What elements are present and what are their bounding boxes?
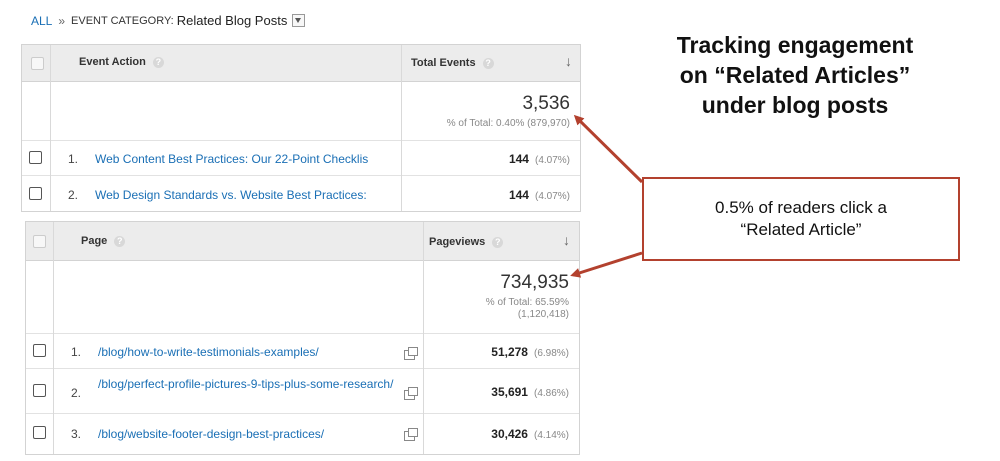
total-pageviews-count: (1,120,418) [517, 309, 569, 320]
total-pageviews-percent: % of Total: 65.59% [485, 297, 569, 308]
event-action-column-header[interactable]: Event Action ? [79, 56, 164, 68]
arrow-down-icon[interactable]: ↓ [563, 232, 570, 248]
select-all-checkbox[interactable] [31, 57, 44, 70]
breadcrumb-category-label: EVENT CATEGORY: [71, 14, 174, 27]
select-all-checkbox[interactable] [33, 235, 46, 248]
table-row: 1. Web Content Best Practices: Our 22-Po… [22, 141, 580, 176]
pageviews-percent: (6.98%) [533, 348, 569, 359]
breadcrumb-category-value: Related Blog Posts [176, 13, 288, 28]
table-row: 1. /blog/how-to-write-testimonials-examp… [26, 334, 579, 369]
row-number: 2. [68, 188, 79, 202]
table-row: 2. /blog/perfect-profile-pictures-9-tips… [26, 369, 579, 414]
row-checkbox[interactable] [33, 384, 46, 397]
row-number: 1. [71, 345, 82, 359]
slide-title-line: Tracking engagement [676, 32, 914, 58]
callout-box: 0.5% of readers click a “Related Article… [642, 177, 960, 261]
slide-title-line: under blog posts [701, 92, 889, 118]
row-checkbox[interactable] [33, 344, 46, 357]
help-circle-icon[interactable]: ? [492, 236, 504, 248]
chevron-down-icon[interactable] [292, 14, 306, 27]
arrow-to-total-pageviews [570, 251, 643, 278]
totals-row: 734,935 % of Total: 65.59% (1,120,418) [26, 261, 579, 334]
page-link[interactable]: /blog/website-footer-design-best-practic… [98, 427, 325, 441]
event-action-link[interactable]: Web Design Standards vs. Website Best Pr… [95, 188, 367, 202]
column-divider [423, 222, 424, 454]
callout-line: 0.5% of readers click a [715, 198, 887, 217]
open-in-new-icon[interactable] [404, 347, 418, 360]
row-checkbox[interactable] [29, 151, 42, 164]
column-header-label: Pageviews [429, 236, 486, 248]
page-link[interactable]: /blog/perfect-profile-pictures-9-tips-pl… [98, 377, 394, 391]
slide-title: Tracking engagement on “Related Articles… [630, 30, 960, 120]
breadcrumb-separator: » [58, 13, 66, 28]
breadcrumb: ALL » EVENT CATEGORY: Related Blog Posts [31, 13, 306, 28]
open-in-new-icon[interactable] [404, 387, 418, 400]
pageviews-column-header[interactable]: Pageviews ? [429, 236, 504, 248]
event-action-link[interactable]: Web Content Best Practices: Our 22-Point… [95, 152, 369, 166]
totals-row: 3,536 % of Total: 0.40% (879,970) [22, 82, 580, 141]
total-events-value: 3,536 [522, 93, 570, 114]
row-checkbox[interactable] [29, 187, 42, 200]
pageviews-count: 30,426 (4.14%) [491, 427, 569, 441]
table-header-row: Event Action ? Total Events ? ↓ [22, 45, 580, 82]
event-count-percent: (4.07%) [534, 191, 570, 202]
total-events-column-header[interactable]: Total Events ? [411, 57, 494, 69]
column-divider [53, 222, 54, 454]
table-row: 3. /blog/website-footer-design-best-prac… [26, 414, 579, 453]
total-events-percent: % of Total: 0.40% (879,970) [446, 118, 570, 129]
pageviews-value: 51,278 [491, 345, 528, 359]
pageviews-count: 35,691 (4.86%) [491, 385, 569, 399]
pageviews-table: Page ? Pageviews ? ↓ 734,935 % of Total:… [25, 221, 580, 455]
column-divider [50, 45, 51, 211]
table-header-row: Page ? Pageviews ? ↓ [26, 222, 579, 261]
event-count-percent: (4.07%) [534, 155, 570, 166]
arrow-down-icon[interactable]: ↓ [565, 53, 572, 69]
column-header-label: Total Events [411, 57, 476, 69]
help-circle-icon[interactable]: ? [152, 56, 164, 68]
table-row: 2. Web Design Standards vs. Website Best… [22, 176, 580, 210]
breadcrumb-all-link[interactable]: ALL [31, 13, 53, 28]
row-number: 1. [68, 152, 79, 166]
event-count: 144 (4.07%) [509, 152, 570, 166]
event-count: 144 (4.07%) [509, 188, 570, 202]
slide-title-line: on “Related Articles” [679, 62, 911, 88]
row-number: 2. [71, 386, 82, 400]
pageviews-percent: (4.86%) [533, 388, 569, 399]
total-pageviews-value: 734,935 [500, 272, 569, 293]
pageviews-count: 51,278 (6.98%) [491, 345, 569, 359]
callout-line: “Related Article” [740, 220, 862, 239]
pageviews-value: 35,691 [491, 385, 528, 399]
event-action-table: Event Action ? Total Events ? ↓ 3,536 % … [21, 44, 581, 212]
event-count-value: 144 [508, 188, 529, 202]
row-number: 3. [71, 427, 82, 441]
row-checkbox[interactable] [33, 426, 46, 439]
pageviews-value: 30,426 [491, 427, 528, 441]
help-circle-icon[interactable]: ? [482, 57, 494, 69]
open-in-new-icon[interactable] [404, 428, 418, 441]
page-link[interactable]: /blog/how-to-write-testimonials-examples… [98, 345, 319, 359]
column-header-label: Page [81, 235, 108, 247]
arrow-to-total-events [573, 114, 644, 184]
page-column-header[interactable]: Page ? [81, 235, 126, 247]
event-count-value: 144 [508, 152, 529, 166]
help-circle-icon[interactable]: ? [114, 235, 126, 247]
column-header-label: Event Action [79, 56, 146, 68]
pageviews-percent: (4.14%) [533, 430, 569, 441]
column-divider [401, 45, 402, 211]
